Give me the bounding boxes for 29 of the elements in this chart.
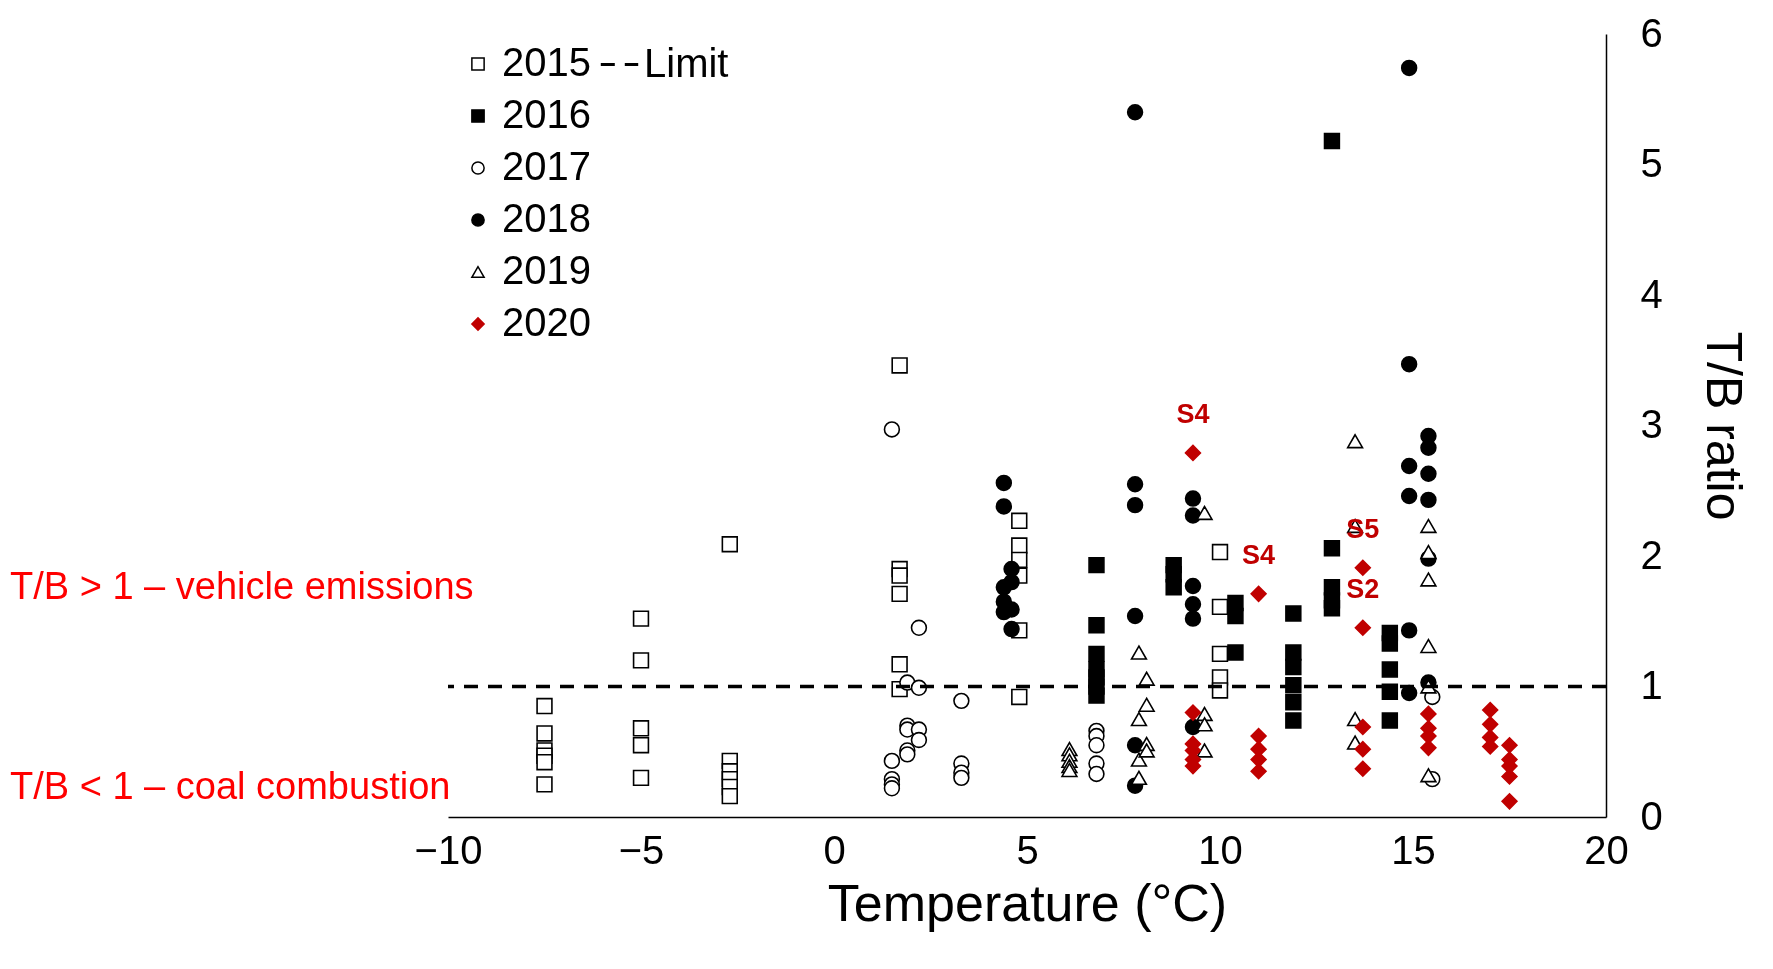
legend-label: 2016 [502,92,591,136]
y-tick-label: 2 [1640,532,1663,577]
annotation: S2 [1346,573,1380,604]
x-tick-label: 15 [1391,827,1436,872]
annotation: S5 [1346,513,1380,544]
legend-label: Limit [644,40,729,85]
x-tick-label: −5 [618,827,665,872]
y-tick-label: 1 [1640,663,1663,707]
annotation: S4 [1242,539,1276,570]
x-tick-label: 5 [1016,827,1039,872]
y-tick-label: 4 [1640,271,1663,316]
y-tick-label: 0 [1640,793,1663,838]
y-axis-title: T/B ratio [1695,331,1752,521]
x-tick-label: 10 [1198,827,1243,872]
x-tick-label: 0 [823,827,846,872]
y-tick-label: 6 [1640,10,1663,55]
legend-label: 2015 [502,40,591,84]
legend-label: 2020 [502,300,591,344]
legend-label: 2017 [502,144,591,188]
x-tick-label: −10 [414,827,483,872]
x-axis-title: Temperature (°C) [827,873,1228,932]
x-tick-label: 20 [1584,827,1629,872]
annotation: T/B > 1 – vehicle emissions [10,565,474,608]
y-tick-label: 5 [1640,141,1663,185]
annotation: S4 [1176,398,1210,429]
y-tick-label: 3 [1640,402,1663,446]
legend-label: 2019 [502,248,591,292]
legend-label: 2018 [502,196,591,240]
annotation: T/B < 1 – coal combustion [10,765,451,808]
